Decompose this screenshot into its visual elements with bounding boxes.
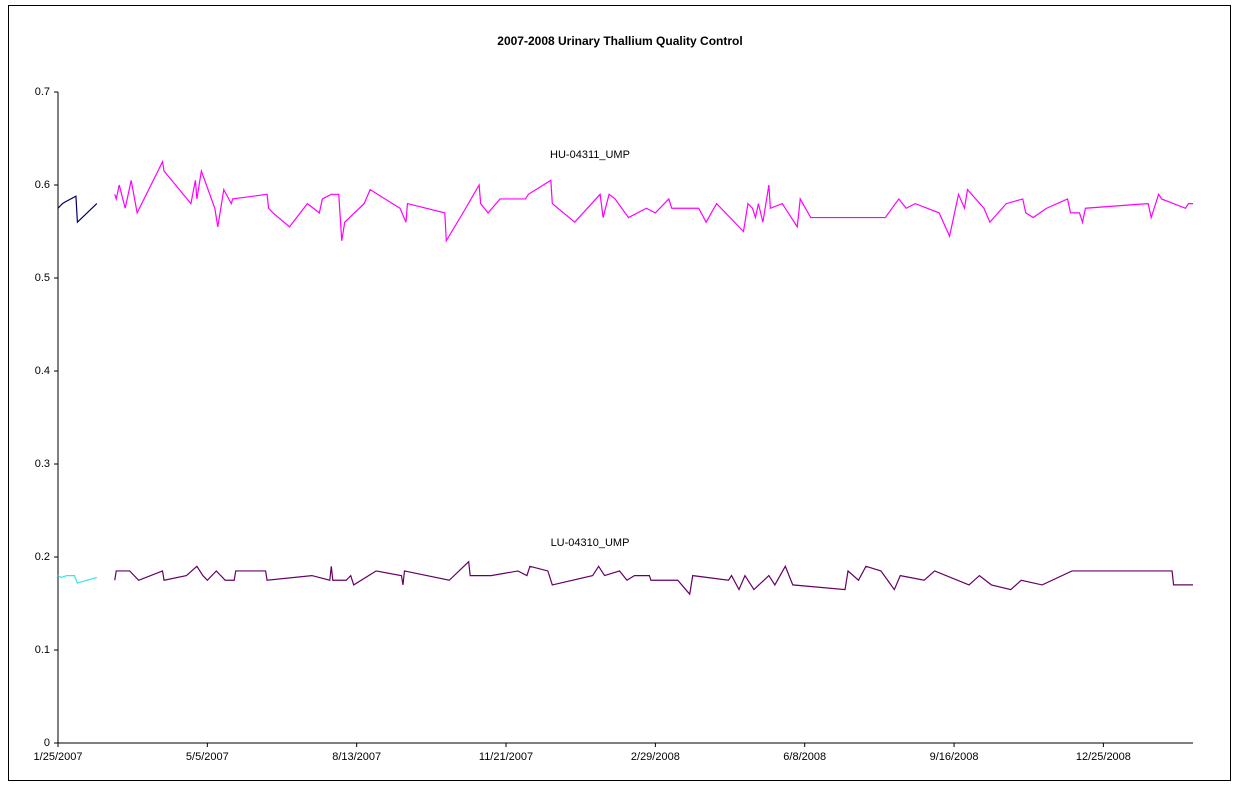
x-tick-label: 9/16/2008	[930, 751, 979, 763]
series-line	[114, 159, 1193, 243]
chart-border	[8, 5, 1231, 781]
y-tick-label: 0.1	[35, 644, 50, 656]
series-line	[114, 560, 1193, 596]
x-tick-label: 12/25/2008	[1076, 751, 1131, 763]
chart-title: 2007-2008 Urinary Thallium Quality Contr…	[497, 34, 742, 48]
y-tick-label: 0.5	[35, 272, 50, 284]
y-tick-label: 0.3	[35, 458, 50, 470]
annotation: LU-04310_UMP	[551, 537, 630, 549]
y-tick-label: 0.6	[35, 179, 50, 191]
x-tick-label: 11/21/2007	[479, 751, 533, 763]
x-tick-label: 1/25/2007	[34, 751, 83, 763]
y-tick-label: 0.7	[35, 86, 50, 98]
annotation: HU-04311_UMP	[550, 149, 630, 161]
y-tick-label: 0.2	[35, 551, 50, 563]
x-tick-label: 2/29/2008	[631, 751, 680, 763]
series-line	[57, 195, 98, 224]
y-tick-label: 0	[44, 737, 50, 749]
x-tick-label: 5/5/2007	[186, 751, 229, 763]
x-tick-label: 6/8/2008	[783, 751, 826, 763]
y-tick-label: 0.4	[35, 365, 50, 377]
series-line	[57, 574, 97, 584]
x-tick-label: 8/13/2007	[332, 751, 381, 763]
